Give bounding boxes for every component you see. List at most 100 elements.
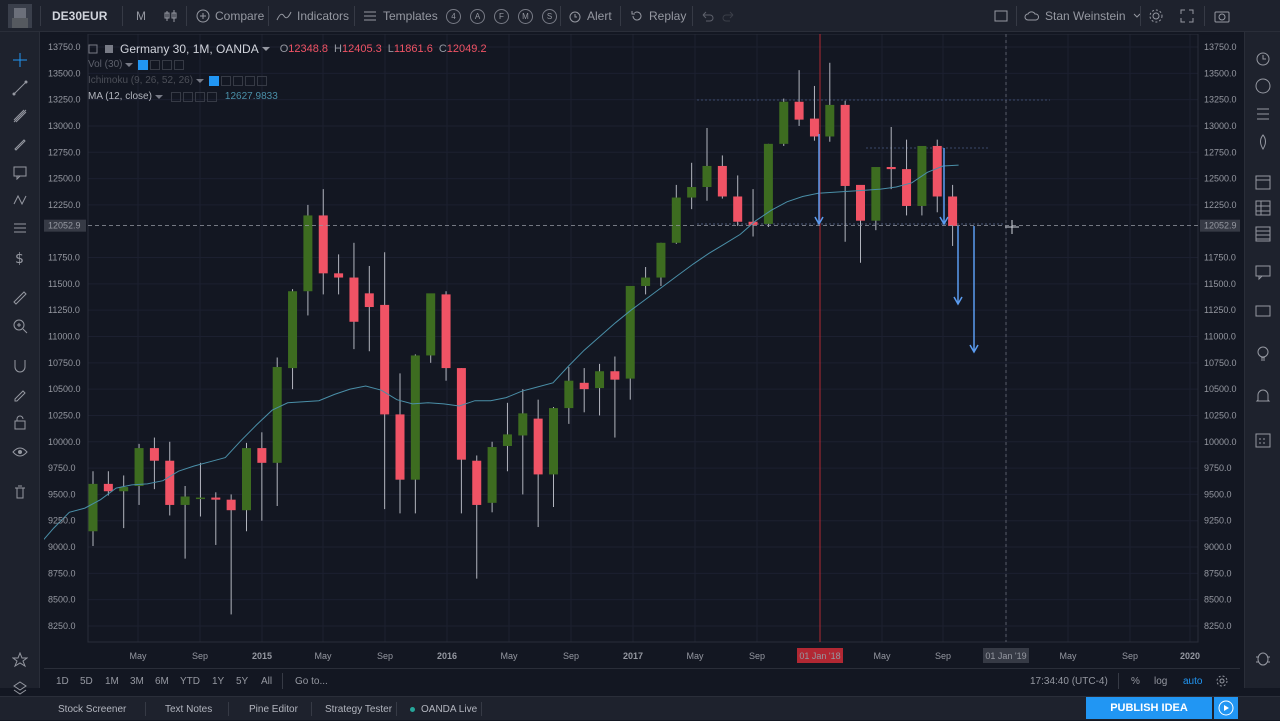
alert-button[interactable]: Alert: [568, 0, 612, 32]
tab-pine-editor[interactable]: Pine Editor: [249, 703, 298, 715]
settings-icon[interactable]: [182, 91, 193, 102]
favorites-tool[interactable]: [10, 650, 30, 670]
close-icon[interactable]: [174, 59, 185, 70]
close-icon[interactable]: [257, 75, 268, 86]
settings-button[interactable]: [1148, 0, 1169, 32]
range-1m[interactable]: 1M: [105, 675, 119, 687]
ichimoku-label[interactable]: Ichimoku (9, 26, 52, 26): [88, 75, 194, 86]
screenshot-button[interactable]: [1214, 0, 1235, 32]
source-icon[interactable]: [162, 59, 173, 70]
streams-button[interactable]: [1253, 302, 1273, 322]
alerts-button[interactable]: [1253, 76, 1273, 96]
layout-button[interactable]: [994, 0, 1013, 32]
hotlist-button[interactable]: [1253, 132, 1273, 152]
pattern-tool[interactable]: [10, 190, 30, 210]
zoom-tool[interactable]: [10, 316, 30, 336]
prediction-tool[interactable]: [10, 218, 30, 238]
price-tick-left: 11500.0: [48, 279, 80, 289]
tab-stock-screener[interactable]: Stock Screener: [58, 703, 127, 715]
series-title[interactable]: Germany 30, 1M, OANDA: [120, 42, 259, 56]
chat-button[interactable]: [1253, 262, 1273, 282]
lock-drawings-tool[interactable]: [10, 412, 30, 432]
remove-drawings-tool[interactable]: [10, 482, 30, 502]
publish-idea-button[interactable]: PUBLISH IDEA: [1086, 697, 1212, 719]
chart-pane[interactable]: 13750.0 13750.0 13500.0 13500.0 13250.0 13250…: [6, 33, 1240, 668]
auto-scale-button[interactable]: auto: [1183, 675, 1203, 687]
help-button[interactable]: [1253, 648, 1273, 668]
goto-date-button[interactable]: Go to...: [295, 675, 328, 687]
clock[interactable]: 17:34:40 (UTC-4): [1030, 675, 1108, 687]
range-3m[interactable]: 3M: [130, 675, 144, 687]
template-badge-4[interactable]: 4: [446, 8, 461, 24]
magnet-tool[interactable]: [10, 356, 30, 376]
crosshair-tool[interactable]: [10, 50, 30, 70]
ideas-button[interactable]: [1253, 198, 1273, 218]
settings-icon[interactable]: [221, 75, 232, 86]
range-5d[interactable]: 5D: [80, 675, 93, 687]
templates-button[interactable]: Templates: [362, 0, 438, 32]
user-menu-button[interactable]: Stan Weinstein: [1024, 0, 1147, 32]
range-ytd[interactable]: YTD: [180, 675, 200, 687]
private-chats-button[interactable]: [1253, 344, 1273, 364]
open-value: 12348.8: [288, 43, 329, 55]
visibility-eye-icon[interactable]: [138, 59, 149, 70]
publish-play-button[interactable]: [1214, 697, 1238, 719]
range-5y[interactable]: 5Y: [236, 675, 249, 687]
candle-body: [441, 294, 451, 369]
template-badge-f[interactable]: F: [494, 8, 509, 24]
visibility-eye-icon[interactable]: [209, 75, 220, 86]
volume-label[interactable]: Vol (30): [88, 59, 123, 70]
candle-body: [840, 104, 850, 186]
log-scale-button[interactable]: log: [1154, 675, 1168, 687]
compare-button[interactable]: Compare: [196, 0, 264, 32]
hide-drawings-tool[interactable]: [10, 442, 30, 462]
symbol-search-button[interactable]: DE30EUR: [52, 9, 108, 23]
object-tree-tool[interactable]: [10, 678, 30, 698]
fib-tool[interactable]: [10, 106, 30, 126]
chart-style-button[interactable]: [164, 0, 183, 32]
price-chart[interactable]: 13750.0 13750.0 13500.0 13500.0 13250.0 13250…: [6, 33, 1240, 668]
replay-button[interactable]: Replay: [630, 0, 686, 32]
visibility-eye-icon[interactable]: [170, 91, 181, 102]
trend-line-tool[interactable]: [10, 78, 30, 98]
data-window-button[interactable]: [1253, 104, 1273, 124]
range-6m[interactable]: 6M: [155, 675, 169, 687]
settings-icon[interactable]: [150, 59, 161, 70]
stay-in-drawing-tool[interactable]: [10, 384, 30, 404]
tab-text-notes[interactable]: Text Notes: [165, 703, 213, 715]
tab-oanda-live[interactable]: OANDA Live: [410, 697, 477, 721]
compare-label: Compare: [215, 9, 265, 23]
more-icon[interactable]: [245, 75, 256, 86]
undo-button[interactable]: [700, 0, 719, 32]
pencil-lock-icon: [14, 390, 26, 402]
template-badge-m[interactable]: M: [518, 8, 533, 24]
news-button[interactable]: [1253, 430, 1273, 450]
chart-settings-button[interactable]: [1216, 669, 1228, 693]
calendar-button[interactable]: [1253, 172, 1273, 192]
template-badge-a[interactable]: A: [470, 8, 485, 24]
ma-label[interactable]: MA (12, close): [88, 91, 152, 102]
range-all[interactable]: All: [261, 675, 273, 687]
measure-tool[interactable]: [10, 288, 30, 308]
icons-tool[interactable]: $: [10, 248, 30, 268]
candle-body: [533, 418, 543, 475]
source-icon[interactable]: [233, 75, 244, 86]
redo-button[interactable]: [722, 0, 741, 32]
range-1y[interactable]: 1Y: [212, 675, 225, 687]
notifications-button[interactable]: [1253, 386, 1273, 406]
fullscreen-button[interactable]: [1180, 0, 1199, 32]
brush-tool[interactable]: [10, 134, 30, 154]
range-1d[interactable]: 1D: [56, 675, 69, 687]
template-badge-s[interactable]: S: [542, 8, 557, 24]
user-avatar[interactable]: [8, 0, 37, 32]
interval-button[interactable]: M: [136, 9, 146, 23]
price-tag-right: 12052.9: [1204, 221, 1237, 231]
scripts-button[interactable]: [1253, 224, 1273, 244]
source-icon[interactable]: [194, 91, 205, 102]
watchlist-button[interactable]: [1253, 48, 1273, 68]
close-icon[interactable]: [206, 91, 217, 102]
text-tool[interactable]: [10, 162, 30, 182]
indicators-button[interactable]: Indicators: [276, 0, 349, 32]
percent-scale-button[interactable]: %: [1131, 675, 1140, 687]
tab-strategy-tester[interactable]: Strategy Tester: [325, 703, 393, 715]
